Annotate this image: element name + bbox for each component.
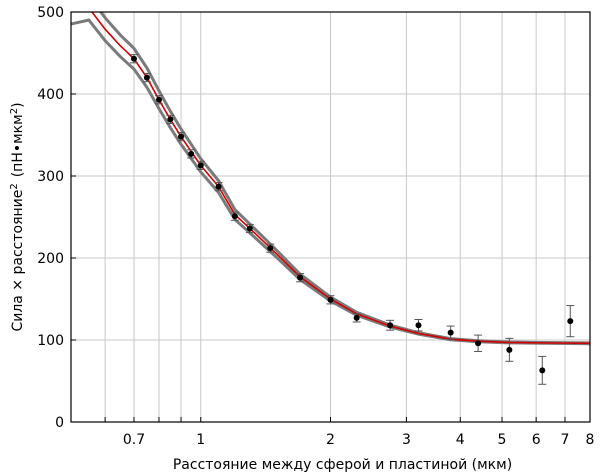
data-point bbox=[297, 274, 304, 281]
x-tick-label: 2 bbox=[326, 432, 335, 448]
y-tick-label: 500 bbox=[37, 5, 64, 21]
data-point bbox=[415, 322, 422, 329]
data-point bbox=[447, 329, 454, 336]
x-tick-label: 4 bbox=[456, 432, 465, 448]
data-point bbox=[178, 133, 185, 140]
x-tick-label: 3 bbox=[402, 432, 411, 448]
data-point bbox=[197, 162, 204, 169]
y-tick-label: 100 bbox=[37, 333, 64, 349]
x-tick-label: 0.7 bbox=[123, 432, 145, 448]
x-axis-label: Расстояние между сферой и пластиной (мкм… bbox=[173, 457, 512, 473]
y-axis-label-main: Сила × расстояние bbox=[10, 190, 26, 332]
data-point bbox=[567, 318, 574, 325]
data-point bbox=[475, 340, 482, 347]
data-point bbox=[155, 96, 162, 103]
data-point bbox=[353, 314, 360, 321]
x-tick-label: 8 bbox=[586, 432, 595, 448]
data-point bbox=[267, 245, 274, 252]
y-axis-label: Сила × расстояние2(пН•мкм2) bbox=[9, 102, 27, 331]
data-points-layer bbox=[130, 55, 574, 374]
x-tick-label: 7 bbox=[561, 432, 570, 448]
x-tick-label: 6 bbox=[532, 432, 541, 448]
data-point bbox=[143, 74, 150, 81]
data-point bbox=[167, 116, 174, 123]
y-axis-units-close: ) bbox=[10, 102, 26, 107]
x-axis-ticks: 0.7 1 2 3 4 5 6 7 8 bbox=[104, 417, 595, 448]
y-tick-label: 0 bbox=[55, 415, 64, 431]
y-axis-units-superscript: 2 bbox=[9, 108, 20, 114]
y-axis-label-superscript: 2 bbox=[9, 183, 20, 189]
data-point bbox=[246, 225, 253, 232]
data-point bbox=[506, 346, 513, 353]
data-point bbox=[188, 150, 195, 157]
data-point bbox=[327, 296, 334, 303]
data-point bbox=[215, 183, 222, 190]
y-tick-label: 400 bbox=[37, 87, 64, 103]
data-point bbox=[539, 367, 546, 374]
y-axis-label-units: (пН•мкм bbox=[10, 114, 26, 177]
y-tick-label: 300 bbox=[37, 169, 64, 185]
y-axis-ticks: 0 100 200 300 400 500 bbox=[37, 5, 76, 431]
x-tick-label: 5 bbox=[498, 432, 507, 448]
x-tick-label: 1 bbox=[196, 432, 205, 448]
error-bars-layer bbox=[129, 54, 575, 385]
data-point bbox=[130, 55, 137, 62]
data-point bbox=[387, 322, 394, 329]
data-point bbox=[231, 213, 238, 220]
y-tick-label: 200 bbox=[37, 251, 64, 267]
